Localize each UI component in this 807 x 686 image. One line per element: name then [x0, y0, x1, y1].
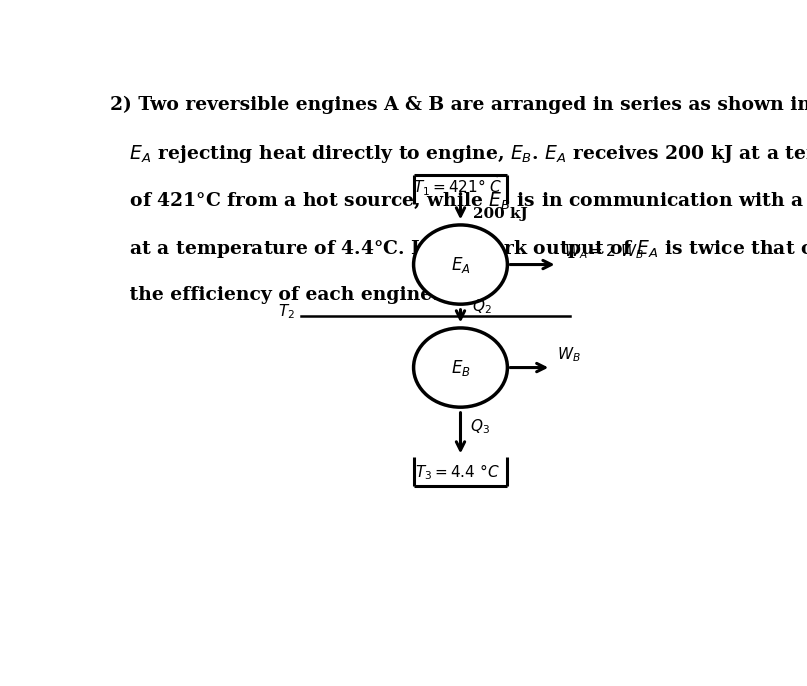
- Text: the efficiency of each engine.: the efficiency of each engine.: [111, 285, 439, 304]
- Text: 200 kJ: 200 kJ: [473, 207, 528, 222]
- Text: $T_3 = 4.4\ °C$: $T_3 = 4.4\ °C$: [415, 462, 500, 482]
- Text: of 421°C from a hot source, while $E_B$ is in communication with a cold sink: of 421°C from a hot source, while $E_B$ …: [111, 191, 807, 211]
- Text: $T_1 = 421°\ \dot{C}$: $T_1 = 421°\ \dot{C}$: [412, 175, 502, 198]
- Text: $W_A = 2\ W_B$: $W_A = 2\ W_B$: [564, 242, 644, 261]
- Text: $E_A$ rejecting heat directly to engine, $E_B$. $E_A$ receives 200 kJ at a tempe: $E_A$ rejecting heat directly to engine,…: [111, 143, 807, 165]
- Text: $E_B$: $E_B$: [450, 357, 470, 377]
- Text: $W_B$: $W_B$: [558, 345, 581, 364]
- Text: 2) Two reversible engines A & B are arranged in series as shown in the figure,: 2) Two reversible engines A & B are arra…: [111, 95, 807, 114]
- Text: $E_A$: $E_A$: [450, 255, 470, 274]
- Text: at a temperature of 4.4°C. If the work output of $E_A$ is twice that of $E_B$, f: at a temperature of 4.4°C. If the work o…: [111, 238, 807, 260]
- Text: $Q_3$: $Q_3$: [470, 418, 490, 436]
- Circle shape: [413, 328, 508, 407]
- Text: $Q_2$: $Q_2$: [472, 298, 491, 316]
- Circle shape: [413, 225, 508, 304]
- Text: $T_2$: $T_2$: [278, 303, 295, 322]
